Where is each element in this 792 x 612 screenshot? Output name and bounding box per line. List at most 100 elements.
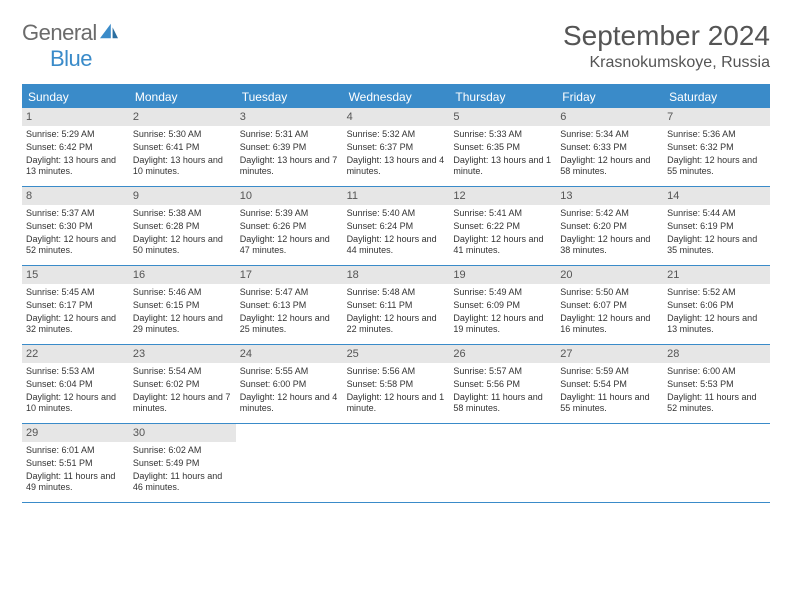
sunset-text: Sunset: 5:53 PM <box>667 379 766 391</box>
sunset-text: Sunset: 5:49 PM <box>133 458 232 470</box>
date-number: 10 <box>236 187 343 205</box>
daylight-text: Daylight: 13 hours and 10 minutes. <box>133 155 232 178</box>
day-cell: 7Sunrise: 5:36 AMSunset: 6:32 PMDaylight… <box>663 108 770 186</box>
day-cell: 26Sunrise: 5:57 AMSunset: 5:56 PMDayligh… <box>449 345 556 423</box>
day-name: Friday <box>556 86 663 108</box>
sunset-text: Sunset: 6:20 PM <box>560 221 659 233</box>
sunset-text: Sunset: 6:09 PM <box>453 300 552 312</box>
sunset-text: Sunset: 6:17 PM <box>26 300 125 312</box>
daylight-text: Daylight: 12 hours and 41 minutes. <box>453 234 552 257</box>
date-number: 20 <box>556 266 663 284</box>
daylight-text: Daylight: 12 hours and 50 minutes. <box>133 234 232 257</box>
sunset-text: Sunset: 6:19 PM <box>667 221 766 233</box>
day-cell: 6Sunrise: 5:34 AMSunset: 6:33 PMDaylight… <box>556 108 663 186</box>
sunrise-text: Sunrise: 5:37 AM <box>26 208 125 220</box>
sunset-text: Sunset: 6:33 PM <box>560 142 659 154</box>
date-number: 3 <box>236 108 343 126</box>
week-row: 1Sunrise: 5:29 AMSunset: 6:42 PMDaylight… <box>22 108 770 187</box>
sunrise-text: Sunrise: 5:41 AM <box>453 208 552 220</box>
logo-blue: Blue <box>50 46 92 71</box>
sunrise-text: Sunrise: 5:36 AM <box>667 129 766 141</box>
date-number: 24 <box>236 345 343 363</box>
day-cell: 5Sunrise: 5:33 AMSunset: 6:35 PMDaylight… <box>449 108 556 186</box>
sunrise-text: Sunrise: 5:48 AM <box>347 287 446 299</box>
empty-cell <box>343 424 450 502</box>
daylight-text: Daylight: 12 hours and 19 minutes. <box>453 313 552 336</box>
date-number: 17 <box>236 266 343 284</box>
sunrise-text: Sunrise: 5:59 AM <box>560 366 659 378</box>
daylight-text: Daylight: 13 hours and 7 minutes. <box>240 155 339 178</box>
sunset-text: Sunset: 5:56 PM <box>453 379 552 391</box>
day-header-row: Sunday Monday Tuesday Wednesday Thursday… <box>22 86 770 108</box>
date-number: 15 <box>22 266 129 284</box>
date-number: 12 <box>449 187 556 205</box>
sunset-text: Sunset: 5:54 PM <box>560 379 659 391</box>
date-number: 21 <box>663 266 770 284</box>
daylight-text: Daylight: 12 hours and 22 minutes. <box>347 313 446 336</box>
daylight-text: Daylight: 12 hours and 58 minutes. <box>560 155 659 178</box>
sunrise-text: Sunrise: 5:30 AM <box>133 129 232 141</box>
date-number: 25 <box>343 345 450 363</box>
sunset-text: Sunset: 6:07 PM <box>560 300 659 312</box>
daylight-text: Daylight: 11 hours and 49 minutes. <box>26 471 125 494</box>
sunrise-text: Sunrise: 6:00 AM <box>667 366 766 378</box>
date-number: 9 <box>129 187 236 205</box>
sunrise-text: Sunrise: 5:46 AM <box>133 287 232 299</box>
date-number: 29 <box>22 424 129 442</box>
sunrise-text: Sunrise: 5:31 AM <box>240 129 339 141</box>
date-number: 27 <box>556 345 663 363</box>
daylight-text: Daylight: 11 hours and 58 minutes. <box>453 392 552 415</box>
sunrise-text: Sunrise: 5:39 AM <box>240 208 339 220</box>
daylight-text: Daylight: 13 hours and 4 minutes. <box>347 155 446 178</box>
day-cell: 14Sunrise: 5:44 AMSunset: 6:19 PMDayligh… <box>663 187 770 265</box>
sunrise-text: Sunrise: 5:47 AM <box>240 287 339 299</box>
sunrise-text: Sunrise: 6:02 AM <box>133 445 232 457</box>
day-cell: 27Sunrise: 5:59 AMSunset: 5:54 PMDayligh… <box>556 345 663 423</box>
sunset-text: Sunset: 5:58 PM <box>347 379 446 391</box>
sunrise-text: Sunrise: 5:52 AM <box>667 287 766 299</box>
empty-cell <box>449 424 556 502</box>
day-cell: 15 Sunrise: 5:45 AMSunset: 6:17 PMDayligh… <box>22 266 129 344</box>
day-name: Monday <box>129 86 236 108</box>
day-cell: 10Sunrise: 5:39 AMSunset: 6:26 PMDayligh… <box>236 187 343 265</box>
sunrise-text: Sunrise: 5:50 AM <box>560 287 659 299</box>
day-cell: 24 Sunrise: 5:55 AMSunset: 6:00 PMDayligh… <box>236 345 343 423</box>
date-number: 1 <box>22 108 129 126</box>
daylight-text: Daylight: 11 hours and 46 minutes. <box>133 471 232 494</box>
week-row: 22Sunrise: 5:53 AMSunset: 6:04 PMDayligh… <box>22 345 770 424</box>
sunset-text: Sunset: 6:28 PM <box>133 221 232 233</box>
day-cell: 3Sunrise: 5:31 AMSunset: 6:39 PMDaylight… <box>236 108 343 186</box>
day-cell: 30Sunrise: 6:02 AMSunset: 5:49 PMDayligh… <box>129 424 236 502</box>
day-cell: 19Sunrise: 5:49 AMSunset: 6:09 PMDayligh… <box>449 266 556 344</box>
sunset-text: Sunset: 6:15 PM <box>133 300 232 312</box>
sunrise-text: Sunrise: 5:45 AM <box>26 287 125 299</box>
day-name: Sunday <box>22 86 129 108</box>
day-cell: 25 Sunrise: 5:56 AMSunset: 5:58 PMDayligh… <box>343 345 450 423</box>
daylight-text: Daylight: 12 hours and 32 minutes. <box>26 313 125 336</box>
day-cell: 9Sunrise: 5:38 AMSunset: 6:28 PMDaylight… <box>129 187 236 265</box>
day-cell: 22Sunrise: 5:53 AMSunset: 6:04 PMDayligh… <box>22 345 129 423</box>
sunrise-text: Sunrise: 5:56 AM <box>347 366 446 378</box>
sunrise-text: Sunrise: 5:29 AM <box>26 129 125 141</box>
date-number: 7 <box>663 108 770 126</box>
logo-sail-icon <box>98 22 120 40</box>
day-name: Thursday <box>449 86 556 108</box>
daylight-text: Daylight: 12 hours and 1 minute. <box>347 392 446 415</box>
date-number: 28 <box>663 345 770 363</box>
sunset-text: Sunset: 6:26 PM <box>240 221 339 233</box>
day-cell: 23Sunrise: 5:54 AMSunset: 6:02 PMDayligh… <box>129 345 236 423</box>
daylight-text: Daylight: 12 hours and 4 minutes. <box>240 392 339 415</box>
day-name: Tuesday <box>236 86 343 108</box>
header: General Blue September 2024 Krasnokumsko… <box>22 20 770 72</box>
date-number: 22 <box>22 345 129 363</box>
sunset-text: Sunset: 6:00 PM <box>240 379 339 391</box>
daylight-text: Daylight: 12 hours and 16 minutes. <box>560 313 659 336</box>
logo: General Blue <box>22 20 120 72</box>
sunrise-text: Sunrise: 5:32 AM <box>347 129 446 141</box>
day-cell: 17Sunrise: 5:47 AMSunset: 6:13 PMDayligh… <box>236 266 343 344</box>
date-number: 26 <box>449 345 556 363</box>
sunrise-text: Sunrise: 5:55 AM <box>240 366 339 378</box>
sunrise-text: Sunrise: 5:49 AM <box>453 287 552 299</box>
date-number: 8 <box>22 187 129 205</box>
empty-cell <box>556 424 663 502</box>
